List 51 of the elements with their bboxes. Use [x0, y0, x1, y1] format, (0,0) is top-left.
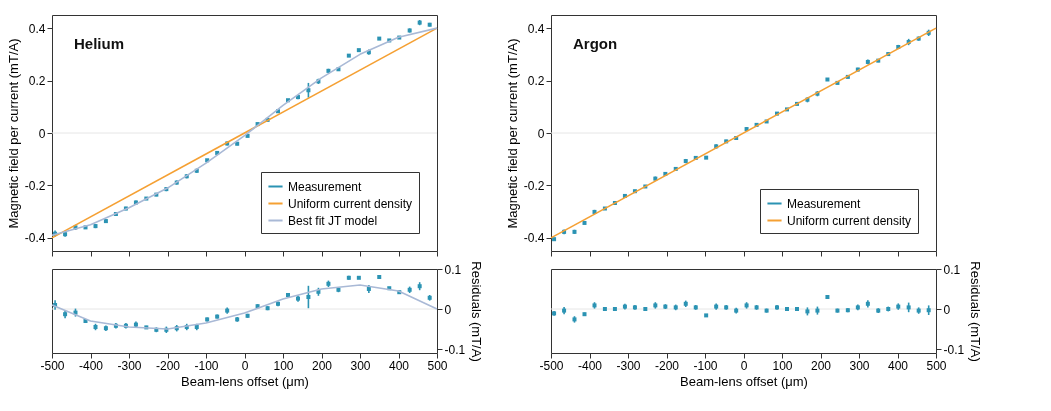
- y2-tick-label: 0.1: [943, 262, 961, 277]
- legend-label: Uniform current density: [288, 196, 413, 211]
- y-tick-label: 0: [537, 126, 545, 141]
- y-tick-label: 0.2: [527, 74, 545, 89]
- x-tick-label: 0: [241, 358, 249, 373]
- x-tick-label: -500: [539, 358, 564, 373]
- x-tick-label: 500: [427, 358, 448, 373]
- legend-label: Uniform current density: [787, 213, 912, 228]
- x-tick-label: -400: [577, 358, 603, 373]
- legend-label: Measurement: [288, 179, 363, 194]
- y-tick-label: -0.2: [24, 178, 46, 193]
- x-tick-label: 400: [388, 358, 410, 373]
- x-tick-label: -300: [616, 358, 641, 373]
- x-tick-label: 300: [849, 358, 870, 373]
- y-tick-label: 0.4: [527, 21, 545, 36]
- x-tick-label: -100: [194, 358, 219, 373]
- y2-tick-label: 0: [444, 302, 452, 317]
- y2-tick-label: -0.1: [943, 342, 965, 357]
- text: Argon: [573, 35, 618, 52]
- y2-tick-label: -0.1: [444, 342, 466, 357]
- x-tick-label: -100: [693, 358, 718, 373]
- x-tick-label: 200: [810, 358, 832, 373]
- y-tick-label: 0: [38, 126, 46, 141]
- x-axis-title: Beam-lens offset (μm): [680, 373, 808, 389]
- y-tick-label: -0.2: [523, 178, 545, 193]
- x-tick-label: 200: [311, 358, 333, 373]
- text: Helium: [74, 35, 125, 52]
- y-tick-label: 0.4: [28, 21, 46, 36]
- x-tick-label: 500: [926, 358, 947, 373]
- y2-axis-title: Residuals (mT/A): [968, 261, 984, 362]
- y-axis-title: Magnetic field per current (mT/A): [504, 38, 520, 229]
- x-tick-label: -500: [40, 358, 65, 373]
- y2-tick-label: 0: [943, 302, 951, 317]
- y2-tick-label: 0.1: [444, 262, 462, 277]
- x-tick-label: 0: [740, 358, 748, 373]
- y-tick-label: -0.4: [24, 231, 46, 246]
- x-axis-title: Beam-lens offset (μm): [181, 373, 309, 389]
- legend-label: Measurement: [787, 196, 862, 211]
- x-tick-label: 100: [772, 358, 793, 373]
- x-tick-label: 300: [350, 358, 371, 373]
- x-tick-label: -300: [117, 358, 142, 373]
- y-axis-title: Magnetic field per current (mT/A): [5, 38, 21, 229]
- x-tick-label: -400: [78, 358, 104, 373]
- y-tick-label: 0.2: [28, 74, 46, 89]
- x-tick-label: -200: [654, 358, 680, 373]
- x-tick-label: -200: [155, 358, 181, 373]
- x-tick-label: 100: [273, 358, 294, 373]
- y2-axis-title: Residuals (mT/A): [469, 261, 485, 362]
- x-tick-label: 400: [887, 358, 909, 373]
- legend-label: Best fit JT model: [288, 213, 378, 228]
- y-tick-label: -0.4: [523, 231, 545, 246]
